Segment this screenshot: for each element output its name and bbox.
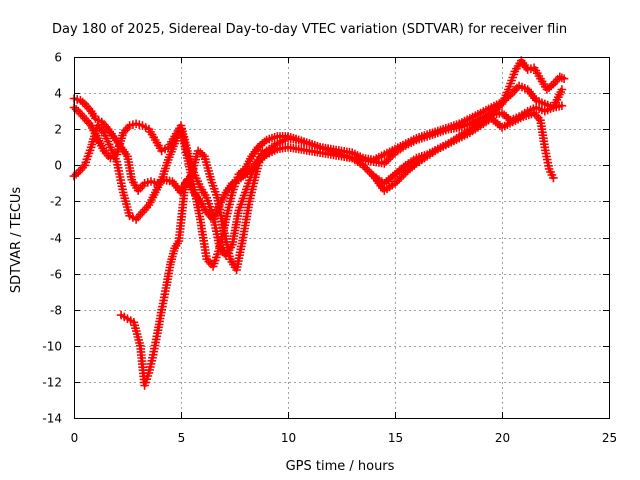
- data-point: [526, 64, 536, 73]
- y-axis-label: SDTVAR / TECUs: [9, 187, 24, 294]
- grid: [74, 57, 609, 418]
- y-tick-label: 6: [54, 51, 62, 65]
- y-tick-label: -4: [50, 232, 62, 246]
- y-tick-label: 2: [54, 123, 62, 137]
- series-track-d: [116, 146, 267, 390]
- data-point: [125, 121, 134, 130]
- y-tick-label: 4: [54, 87, 62, 101]
- y-tick-label: -2: [50, 195, 62, 209]
- data-point: [557, 85, 567, 94]
- data-series: [69, 56, 569, 390]
- data-point: [559, 74, 569, 83]
- y-tick-label: -12: [42, 376, 62, 390]
- x-tick-label: 0: [71, 431, 79, 445]
- data-point: [131, 119, 141, 129]
- x-axis-label: GPS time / hours: [286, 459, 395, 474]
- data-point: [146, 177, 156, 186]
- data-point: [142, 374, 152, 384]
- x-tick-label: 25: [602, 431, 617, 445]
- data-point: [258, 146, 267, 156]
- data-point: [141, 378, 150, 387]
- data-point: [140, 179, 149, 188]
- axis-ticks: 0 5 10 15 20 25 -14 -12 -10 -8 -6 -4 -2 0 2 4 6: [42, 51, 617, 446]
- data-point: [549, 173, 558, 183]
- x-tick-label: 5: [178, 431, 186, 445]
- y-tick-label: -8: [50, 304, 62, 318]
- data-point: [557, 101, 567, 110]
- x-tick-label: 20: [495, 431, 510, 445]
- y-tick-label: -14: [42, 412, 62, 426]
- y-tick-label: -10: [42, 340, 62, 354]
- data-point: [135, 120, 144, 129]
- y-tick-label: 0: [54, 159, 62, 173]
- x-tick-label: 10: [281, 431, 296, 445]
- chart-title: Day 180 of 2025, Sidereal Day-to-day VTE…: [52, 22, 567, 37]
- y-tick-label: -6: [50, 268, 62, 282]
- series-track-e: [369, 108, 558, 188]
- x-tick-label: 15: [388, 431, 403, 445]
- data-point: [523, 65, 532, 74]
